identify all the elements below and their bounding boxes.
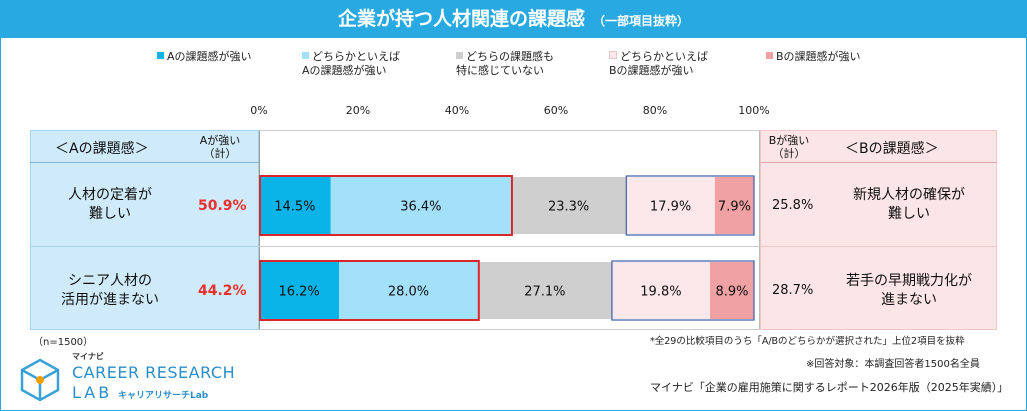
data-label: 7.9% [718, 200, 751, 215]
data-label: 16.2% [278, 285, 319, 300]
a-row-divider [30, 246, 259, 247]
a-item-row2: シニア人材の 活用が進まない [61, 273, 159, 308]
legend-label: どちらかといえば Aの課題感が強い [302, 50, 400, 77]
data-label: 14.5% [274, 200, 315, 215]
b-item-row1: 新規人材の確保が 難しい [853, 187, 965, 222]
data-label: 8.9% [715, 285, 748, 300]
a-item-row1: 人材の定着が 難しい [68, 187, 152, 222]
data-label: 23.3% [548, 200, 589, 215]
source-note: マイナビ「企業の雇用施策に関するレポート2026年版（2025年実績）」 [650, 381, 1009, 394]
bar-segment [477, 262, 612, 319]
a-total-highlight [259, 175, 513, 236]
b-item-row2: 若手の早期戦力化が 進まない [846, 273, 972, 308]
legend-item-b-strong: Bの課題感が強い [766, 50, 861, 64]
x-tick-label: 60% [544, 104, 568, 117]
a-side-panel [30, 130, 259, 330]
bar-segment [611, 262, 710, 319]
x-tick-label: 0% [250, 104, 267, 117]
bar-segment [510, 177, 627, 234]
a-total-row2: 44.2% [198, 283, 247, 299]
bar-segment [714, 177, 754, 234]
legend-swatch [302, 52, 309, 59]
legend-swatch [609, 51, 617, 59]
legend-swatch [766, 52, 773, 59]
legend-item-a-strong: Aの課題感が強い [157, 50, 252, 64]
x-tick-label: 40% [445, 104, 469, 117]
b-total-highlight [611, 260, 755, 321]
bar-segment [709, 262, 754, 319]
sample-size-note: （n=1500） [33, 337, 94, 348]
legend-item-neither: どちらの課題感も 特に感じていない [456, 50, 554, 78]
b-total-row1: 25.8% [772, 198, 814, 213]
title-bar: 企業が持つ人材関連の課題感 （一部項目抜粋） [0, 0, 1027, 38]
legend-label: Aの課題感が強い [167, 50, 252, 63]
logo-line1: CAREER RESEARCH [72, 363, 236, 382]
comparison-note: *全29の比較項目のうち「A/Bのどちらかが選択された」上位2項目を抜粋 [650, 336, 965, 347]
bar-segment [626, 177, 715, 234]
logo-line2: LAB [72, 383, 113, 402]
x-tick-label: 80% [643, 104, 667, 117]
logo-jp: キャリアリサーチLab [118, 391, 209, 401]
b-side-panel [760, 130, 997, 330]
b-total-header: Bが強い （計） [768, 134, 810, 160]
logo-brand: マイナビ [72, 352, 104, 361]
data-label: 17.9% [650, 200, 691, 215]
chart-title: 企業が持つ人材関連の課題感 [337, 8, 585, 30]
chart-subtitle: （一部項目抜粋） [593, 14, 690, 28]
stacked-bar-chart: 14.5% 36.4% 23.3% 17.9% 7.9% 16.2% 28.0% 27.1% 1… [259, 130, 760, 330]
legend-label: どちらかといえば Bの課題感が強い [609, 50, 708, 77]
a-column-title: ＜Aの課題感＞ [55, 141, 149, 157]
bar-segment [330, 177, 511, 234]
bar-segment [339, 262, 478, 319]
a-header-divider [30, 162, 259, 163]
bar-segment [259, 262, 340, 319]
a-total-highlight [259, 260, 480, 321]
cube-logo-icon [20, 358, 60, 402]
a-total-row1: 50.9% [198, 198, 247, 214]
b-total-row2: 28.7% [772, 283, 814, 298]
data-label: 27.1% [524, 285, 565, 300]
x-tick-label: 20% [346, 104, 370, 117]
data-label: 28.0% [388, 285, 429, 300]
legend-swatch [456, 52, 463, 59]
legend-swatch [157, 52, 164, 59]
a-total-header: Aが強い （計） [199, 134, 241, 160]
legend-label: どちらの課題感も 特に感じていない [456, 50, 554, 77]
legend-label: Bの課題感が強い [776, 50, 861, 63]
data-label: 19.8% [640, 285, 681, 300]
x-axis-ticks: 0% 20% 40% 60% 80% 100% [250, 104, 769, 117]
data-label: 36.4% [400, 200, 441, 215]
x-tick-label: 100% [738, 104, 769, 117]
b-column-title: ＜Bの課題感＞ [845, 141, 939, 157]
bar-segment [259, 177, 331, 234]
b-total-highlight [625, 175, 755, 236]
b-header-divider [760, 162, 997, 163]
target-note: ※回答対象：本調査回答者1500名全員 [806, 359, 980, 370]
legend-item-b-somewhat: どちらかといえば Bの課題感が強い [609, 50, 708, 78]
legend-item-a-somewhat: どちらかといえば Aの課題感が強い [302, 50, 400, 78]
b-row-divider [760, 246, 997, 247]
